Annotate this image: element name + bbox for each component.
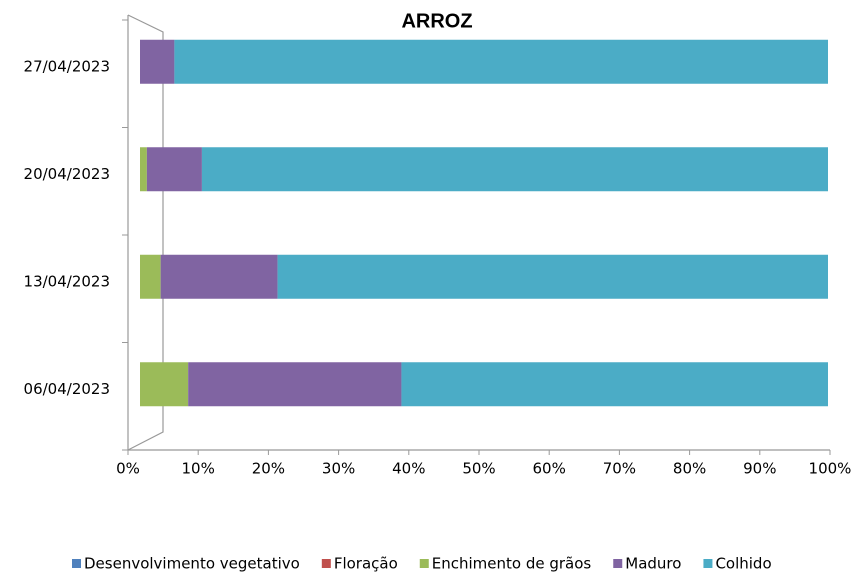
x-tick-label: 80% [673,460,706,478]
bar-segment [174,39,828,84]
x-tick-label: 100% [809,460,852,478]
bar-segment [140,254,161,299]
bar-segment [188,362,402,407]
x-tick-label: 10% [182,460,215,478]
legend-swatch [613,559,623,568]
y-tick-label: 06/04/2023 [24,380,110,398]
back-wall [127,14,164,451]
x-tick-label: 50% [462,460,495,478]
legend-swatch [72,559,81,568]
y-tick-label: 20/04/2023 [24,165,110,183]
legend-label: Maduro [625,555,681,573]
legend-swatch [321,559,331,568]
x-tick-label: 90% [743,460,776,478]
bar-segment [140,39,175,84]
bar-segment [401,362,828,407]
x-tick-label: 70% [603,460,636,478]
legend-swatch [703,559,713,568]
legend-swatch [419,559,429,568]
x-tick-label: 40% [392,460,425,478]
x-tick-label: 30% [322,460,355,478]
bar-segment [201,147,829,192]
legend-label: Colhido [715,555,771,573]
x-tick-label: 60% [533,460,566,478]
x-tick-label: 0% [116,460,140,478]
x-tick-label: 20% [252,460,285,478]
bar-segment [277,254,829,299]
legend-label: Floração [334,555,398,573]
bar-segment [140,362,189,407]
chart-title: ARROZ [401,10,472,32]
bar-segment [160,254,278,299]
bar-segment [140,147,147,192]
y-tick-label: 27/04/2023 [24,57,110,75]
legend-label: Enchimento de grãos [432,555,592,573]
legend-label: Desenvolvimento vegetativo [84,555,300,573]
y-tick-label: 13/04/2023 [24,272,110,290]
bar-segment [146,147,202,192]
